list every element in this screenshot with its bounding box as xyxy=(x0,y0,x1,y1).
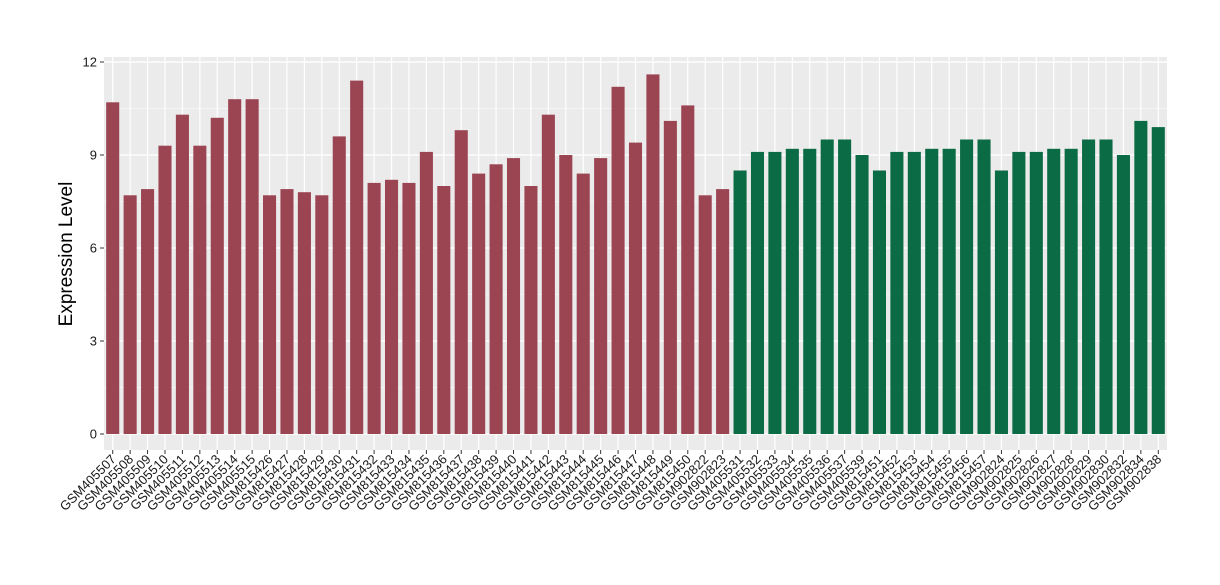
bar xyxy=(524,186,538,434)
bar xyxy=(263,195,277,434)
bar xyxy=(228,99,242,434)
bar xyxy=(402,182,416,434)
bar xyxy=(1151,127,1165,434)
bar xyxy=(106,102,120,435)
bar xyxy=(210,117,224,435)
bar xyxy=(489,164,503,435)
bar xyxy=(1134,120,1148,435)
bar xyxy=(977,139,991,434)
bar xyxy=(855,155,869,434)
bar xyxy=(838,139,852,434)
bar xyxy=(785,148,799,435)
bar xyxy=(942,148,956,435)
bar xyxy=(733,170,747,434)
bar xyxy=(1116,155,1130,434)
bar xyxy=(280,189,294,434)
y-axis: 0 3 6 9 12 xyxy=(83,55,104,442)
bar xyxy=(925,148,939,435)
bar xyxy=(123,195,137,434)
bar xyxy=(611,86,625,435)
bar xyxy=(141,189,155,434)
bar xyxy=(454,130,468,434)
y-tick-label: 0 xyxy=(90,427,97,442)
bar xyxy=(716,189,730,434)
bar xyxy=(1099,139,1113,434)
bar xyxy=(1029,151,1043,434)
bar xyxy=(768,151,782,434)
bar xyxy=(1064,148,1078,435)
bar xyxy=(506,158,521,434)
bar xyxy=(872,170,887,434)
bar xyxy=(681,105,695,435)
bar xyxy=(1012,151,1026,434)
bar xyxy=(245,99,259,434)
bar xyxy=(384,179,399,434)
bar xyxy=(1047,148,1061,435)
bar xyxy=(1082,139,1096,434)
y-axis-title: Expression Level xyxy=(56,182,77,327)
bar xyxy=(315,195,329,434)
bar xyxy=(576,173,590,434)
bar xyxy=(994,170,1008,434)
bar xyxy=(750,151,765,434)
bar xyxy=(175,114,189,434)
y-tick-label: 9 xyxy=(90,148,97,163)
bar xyxy=(628,142,643,434)
bar xyxy=(297,192,311,434)
bars xyxy=(106,74,1165,435)
bar xyxy=(890,151,904,434)
bar xyxy=(663,120,677,435)
bar xyxy=(437,186,451,434)
x-axis: GSM405507GSM405508GSM405509GSM405510GSM4… xyxy=(57,450,1164,514)
bar xyxy=(158,145,172,434)
bar xyxy=(350,80,364,434)
bar xyxy=(646,74,660,435)
bar xyxy=(803,148,817,435)
y-tick-label: 12 xyxy=(83,55,97,70)
bar xyxy=(419,151,433,434)
bar xyxy=(332,136,346,434)
y-tick-label: 3 xyxy=(90,334,97,349)
bar xyxy=(960,139,974,434)
bar xyxy=(472,173,486,434)
bar xyxy=(559,155,573,434)
bar xyxy=(541,114,555,434)
bar xyxy=(367,182,381,434)
bar xyxy=(820,139,834,434)
bar xyxy=(698,195,712,434)
bar xyxy=(594,158,608,434)
y-tick-label: 6 xyxy=(90,241,97,256)
bar xyxy=(907,151,921,434)
bar xyxy=(193,145,207,434)
